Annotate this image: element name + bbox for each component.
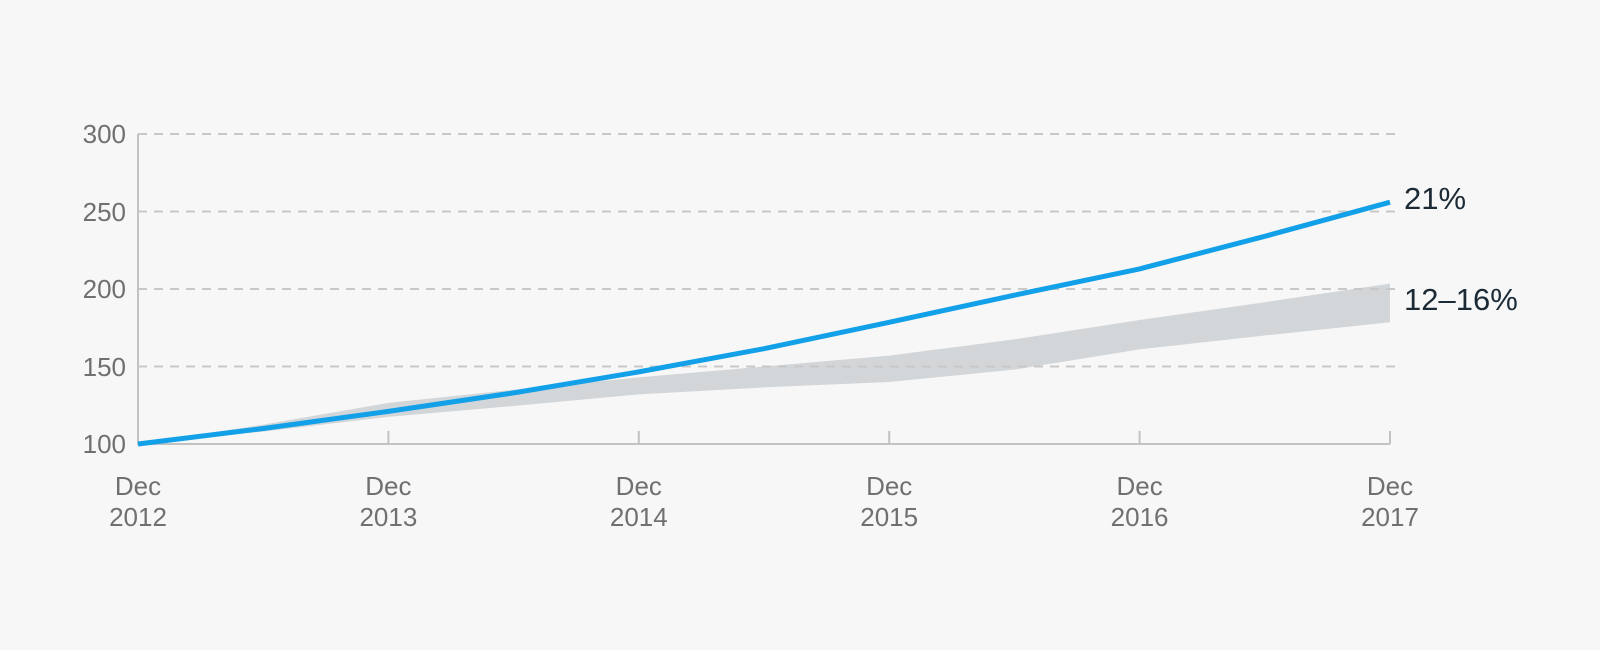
x-tick-year: 2016 (1110, 502, 1169, 532)
y-tick-label: 300 (82, 119, 126, 149)
y-tick-label: 150 (82, 351, 126, 382)
x-tick-month: Dec (114, 471, 162, 501)
x-tick-year: 2013 (359, 502, 418, 532)
x-tick-label: Dec 2014 (559, 471, 719, 533)
x-tick-label: Dec 2015 (809, 471, 969, 533)
y-tick-label: 100 (82, 429, 126, 459)
line-series-annotation: 21% (1404, 181, 1467, 217)
x-tick-year: 2014 (609, 502, 668, 532)
band-series-annotation: 12–16% (1404, 281, 1518, 317)
x-tick-month: Dec (1116, 471, 1163, 501)
x-tick-label: Dec 2016 (1060, 471, 1220, 533)
x-tick-label: Dec 2017 (1310, 471, 1470, 533)
y-tick-label: 250 (82, 196, 126, 227)
x-tick-year: 2012 (109, 502, 167, 532)
x-tick-year: 2015 (860, 502, 919, 532)
x-tick-month: Dec (615, 471, 662, 501)
x-tick-month: Dec (365, 471, 412, 501)
x-tick-month: Dec (866, 471, 913, 501)
x-tick-month: Dec (1366, 471, 1414, 501)
x-tick-label: Dec 2013 (308, 471, 468, 533)
x-tick-label: Dec 2012 (58, 471, 218, 533)
growth-line (137, 199, 1391, 447)
y-tick-label: 200 (82, 274, 126, 304)
x-tick-year: 2017 (1361, 502, 1419, 532)
